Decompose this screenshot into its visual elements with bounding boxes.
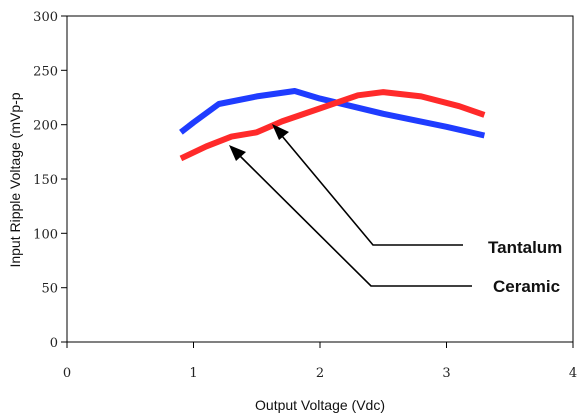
plot-area	[66, 15, 574, 343]
x-tick-label: 4	[569, 366, 577, 381]
y-tick-label: 200	[33, 119, 58, 134]
ceramic-arrowhead	[229, 145, 246, 161]
y-tick-label: 50	[41, 282, 58, 297]
x-axis: 0 1 2 3 4	[63, 342, 577, 381]
x-tick-label: 0	[63, 366, 71, 381]
annotations	[229, 124, 472, 287]
y-tick-label: 100	[33, 227, 58, 242]
x-tick-label: 1	[189, 366, 197, 381]
series-line-ceramic	[179, 89, 486, 162]
y-tick-label: 150	[33, 173, 58, 188]
tantalum-leader-line	[281, 135, 463, 246]
y-axis-title: Input Ripple Voltage (mVp-p	[7, 92, 23, 267]
series-group	[179, 88, 486, 162]
tantalum-arrowhead	[272, 124, 289, 140]
y-tick-label: 300	[33, 10, 58, 25]
y-axis: 0 50 100 150 200 250 300	[33, 10, 67, 351]
ceramic-leader-line	[238, 154, 472, 287]
x-tick-label: 2	[316, 366, 324, 381]
y-tick-label: 250	[33, 64, 58, 79]
ceramic-label: Ceramic	[493, 277, 560, 296]
y-tick-label: 0	[50, 336, 58, 351]
x-axis-title: Output Voltage (Vdc)	[255, 397, 385, 413]
series-line-tantalum	[179, 88, 486, 139]
x-tick-label: 3	[442, 366, 450, 381]
tantalum-label: Tantalum	[488, 238, 562, 257]
